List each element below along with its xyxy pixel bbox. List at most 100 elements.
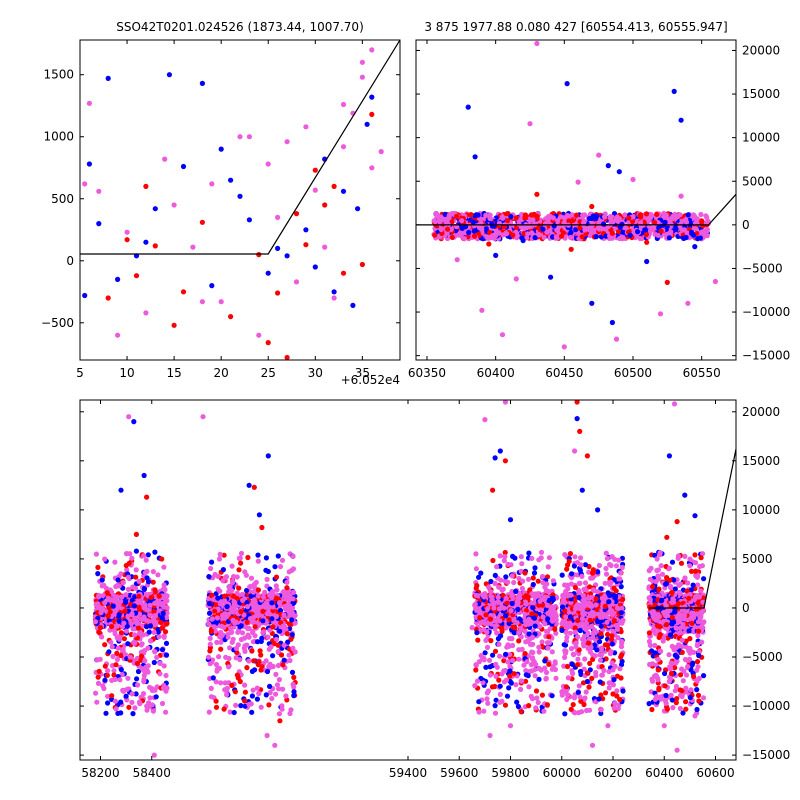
zoom-point-pink — [190, 244, 196, 250]
window-band-point — [668, 216, 674, 222]
full-season-point — [273, 574, 280, 580]
full-season-point — [524, 659, 530, 665]
full-season-point — [105, 613, 111, 619]
full-season-point — [255, 552, 261, 558]
window-point-red — [445, 226, 451, 232]
full-season-point — [281, 612, 287, 618]
window-point-red — [513, 215, 519, 221]
full-season-point — [235, 629, 241, 635]
full-season-point — [526, 550, 532, 556]
window-band-point — [432, 219, 438, 225]
full-season-point — [146, 629, 152, 635]
full-season-point — [124, 623, 130, 629]
full-season-point — [97, 656, 103, 662]
full-season-point — [546, 634, 552, 640]
full-season-point — [217, 634, 223, 640]
full-season-point — [492, 572, 498, 579]
full-season-point — [163, 621, 169, 627]
full-season-point — [136, 593, 142, 599]
full-season-point — [136, 604, 142, 610]
full-season-point — [271, 641, 277, 647]
full-season-point — [503, 574, 509, 580]
window-band-point — [439, 217, 445, 223]
full-season-point — [95, 564, 101, 571]
window-band-point — [642, 219, 648, 225]
zoom-point-red — [265, 340, 271, 346]
full-season-point — [525, 576, 532, 582]
window-ytick-label: 0 — [742, 218, 750, 232]
full-season-point — [133, 585, 139, 591]
full-season-point — [522, 612, 528, 618]
full-season-point — [286, 652, 292, 658]
full-season-point — [531, 592, 537, 598]
full-season-point — [550, 618, 556, 624]
full-season-point — [534, 695, 540, 701]
full-season-point — [487, 616, 494, 622]
x-offset-label: +6.052e4 — [341, 373, 400, 387]
window-band-point — [626, 215, 632, 221]
full-season-point — [205, 654, 212, 660]
full-season-point — [144, 624, 150, 630]
full-season-point — [265, 604, 272, 610]
full-season-point — [491, 605, 497, 611]
full-season-point — [513, 682, 519, 688]
window-point-red — [534, 191, 540, 197]
full-season-point — [530, 649, 536, 656]
full-season-point — [119, 594, 125, 600]
window-band-point — [516, 221, 522, 227]
window-band-point — [567, 234, 574, 241]
window-band-point — [681, 227, 687, 233]
full-season-point — [152, 613, 158, 619]
window-point-pink — [527, 121, 533, 127]
zoom-xtick-label: 10 — [119, 366, 134, 380]
window-band-point — [692, 226, 699, 232]
window-band-point — [468, 212, 474, 218]
full-season-point — [476, 659, 482, 665]
full-season-point — [242, 635, 248, 641]
window-point-pink — [678, 193, 684, 199]
zoom-ytick-label: 500 — [51, 192, 74, 206]
full-season-point — [147, 623, 154, 629]
window-band-point — [621, 235, 627, 241]
full-season-point — [95, 680, 102, 687]
full-season-point — [249, 648, 255, 654]
full-season-point — [501, 658, 507, 664]
full-season-point — [526, 703, 532, 709]
full-season-point — [473, 662, 479, 668]
full-season-point — [159, 647, 166, 653]
full-season-point — [496, 606, 503, 612]
window-band-point — [574, 212, 580, 218]
full-season-point — [536, 665, 542, 671]
full-season-point — [277, 600, 283, 606]
full-season-point — [533, 688, 540, 694]
full-season-point — [163, 672, 169, 679]
window-band-point — [643, 211, 650, 217]
full-season-point — [142, 602, 148, 608]
window-band-point — [442, 211, 448, 217]
full-season-point — [492, 710, 499, 716]
full-season-point — [284, 585, 290, 591]
full-season-point — [216, 654, 222, 660]
window-band-point — [508, 214, 514, 220]
full-season-point — [287, 657, 293, 664]
window-band-point — [642, 227, 648, 233]
full-season-point — [532, 623, 538, 629]
full-season-point — [255, 587, 261, 593]
full-season-point — [250, 606, 257, 613]
full-season-point — [102, 642, 108, 648]
full-season-point — [516, 575, 522, 582]
full-season-point — [141, 585, 148, 591]
full-season-point — [263, 600, 269, 606]
full-season-point — [565, 675, 572, 681]
full-season-point — [570, 651, 577, 657]
full-season-point — [121, 636, 127, 642]
full-season-point — [163, 640, 170, 647]
full-season-point — [532, 565, 538, 571]
full-season-point — [606, 685, 612, 691]
full-season-point — [139, 616, 146, 622]
full-season-point — [215, 586, 221, 592]
window-band-point — [635, 229, 641, 235]
full-season-point — [141, 679, 147, 685]
window-band-point — [647, 228, 654, 234]
full-season-point — [273, 583, 279, 589]
